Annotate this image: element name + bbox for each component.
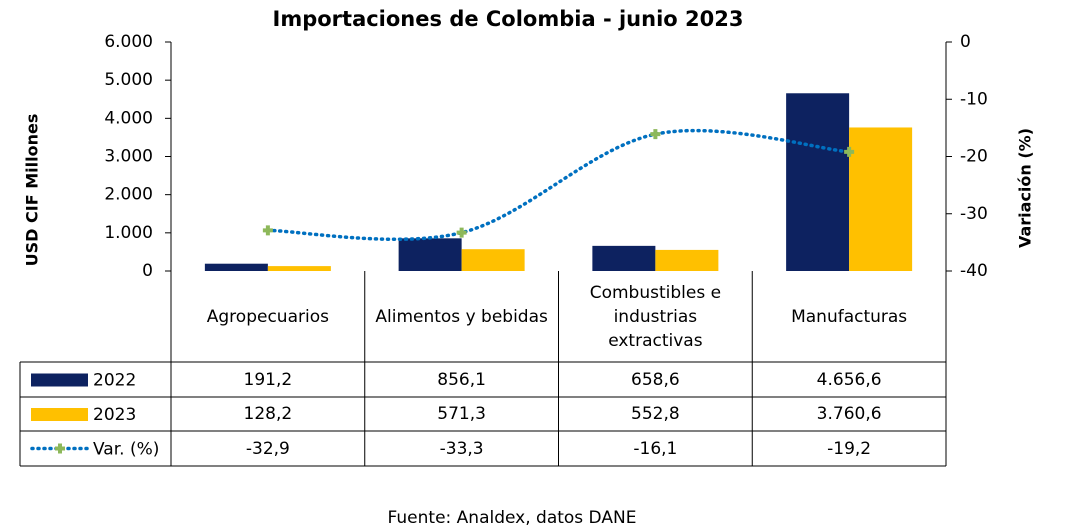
bar (655, 249, 719, 271)
chart-title: Importaciones de Colombia - junio 2023 (273, 7, 744, 31)
legend-swatch (31, 373, 88, 387)
x-tick-label: Alimentos y bebidas (375, 306, 548, 327)
marker (262, 225, 273, 236)
bar (267, 266, 331, 271)
data-label: -32,9 (245, 438, 290, 459)
data-label: 552,8 (631, 404, 680, 424)
y2-axis-label: Variación (%) (1016, 128, 1035, 248)
y2-tick-label: -40 (960, 261, 988, 281)
legend-swatch (31, 408, 88, 421)
data-label: 856,1 (437, 369, 486, 390)
y-tick-label: 2.000 (104, 185, 153, 205)
y-tick-label: 1.000 (104, 223, 153, 243)
y-tick-label: 4.000 (104, 108, 153, 128)
bar (398, 238, 462, 271)
y-tick-label: 6.000 (104, 32, 153, 52)
legend-label: 2022 (93, 371, 136, 391)
y-tick-label: 3.000 (104, 147, 153, 167)
bar (786, 93, 850, 271)
y2-tick-label: -20 (960, 147, 988, 167)
bar (461, 249, 525, 271)
y2-tick-label: -10 (960, 89, 988, 109)
bar (592, 245, 656, 271)
data-label: -19,2 (827, 438, 872, 459)
line (266, 128, 851, 242)
data-label: 3.760,6 (816, 404, 882, 424)
x-tick-label: Combustibles e industrias extractivas (589, 282, 722, 351)
y-tick-label: 5.000 (104, 70, 153, 90)
x-tick-label: Manufacturas (791, 306, 908, 327)
data-label: -33,3 (439, 438, 484, 459)
data-label: 4.656,6 (816, 369, 882, 390)
data-label: 128,2 (243, 404, 293, 424)
marker (844, 146, 855, 157)
marker (650, 129, 661, 140)
bar (204, 263, 268, 271)
x-tick-label: Agropecuarios (206, 306, 329, 327)
legend-label: 2023 (93, 405, 136, 425)
legend-marker (55, 443, 65, 454)
data-label: -16,1 (633, 438, 678, 459)
legend-label: Var. (%) (93, 440, 159, 460)
source: Fuente: Analdex, datos DANE (388, 508, 637, 528)
y2-tick-label: -30 (960, 204, 988, 224)
data-label: 571,3 (437, 404, 486, 424)
y-axis-label: USD CIF Millones (23, 114, 42, 267)
y-tick-label: 0 (142, 261, 153, 281)
bar (849, 127, 913, 272)
y2-tick-label: 0 (960, 32, 971, 52)
data-label: 191,2 (243, 369, 293, 390)
marker (456, 227, 467, 238)
data-label: 658,6 (631, 369, 680, 390)
